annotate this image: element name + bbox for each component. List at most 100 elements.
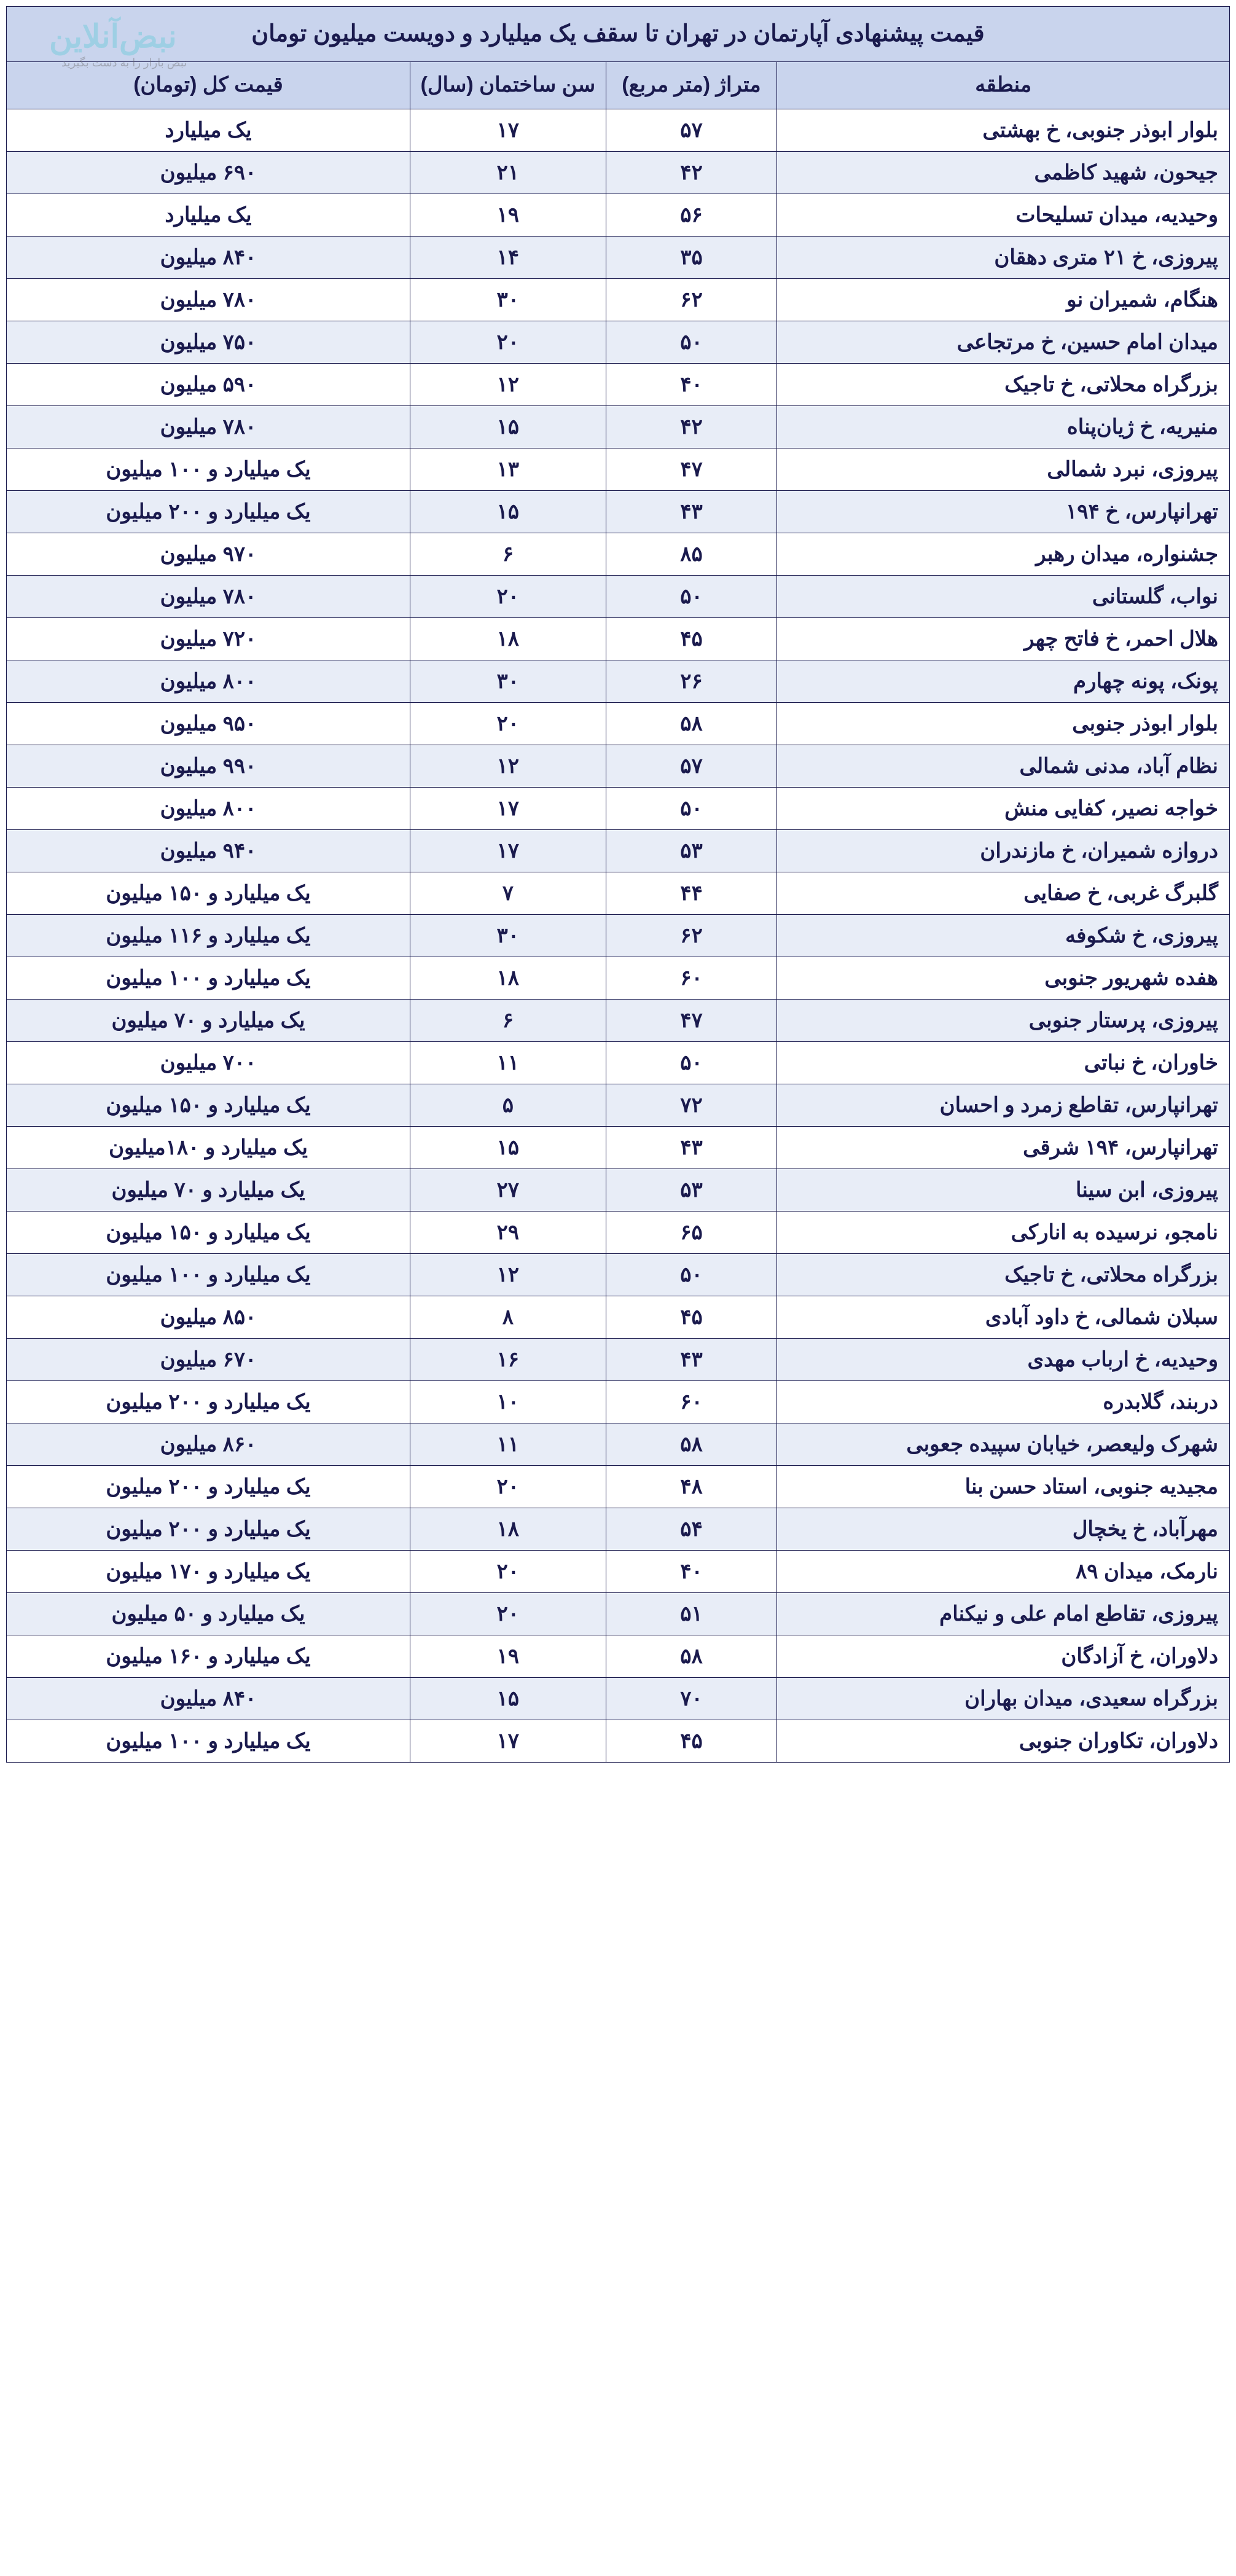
table-row: خواجه نصیر، کفایی منش۵۰۱۷۸۰۰ میلیون — [7, 787, 1230, 829]
cell-price: یک میلیارد و ۱۱۶ میلیون — [7, 914, 410, 957]
cell-price: یک میلیارد و ۲۰۰ میلیون — [7, 490, 410, 533]
cell-price: ۹۵۰ میلیون — [7, 702, 410, 745]
table-row: دلاوران، خ آزادگان۵۸۱۹یک میلیارد و ۱۶۰ م… — [7, 1635, 1230, 1677]
cell-region: مهرآباد، خ یخچال — [777, 1508, 1230, 1550]
cell-region: دلاوران، تکاوران جنوبی — [777, 1720, 1230, 1762]
cell-region: پیروزی، نبرد شمالی — [777, 448, 1230, 490]
cell-area: ۵۸ — [606, 1635, 777, 1677]
cell-price: ۸۴۰ میلیون — [7, 1677, 410, 1720]
cell-age: ۱۸ — [410, 1508, 606, 1550]
cell-age: ۱۷ — [410, 109, 606, 151]
cell-age: ۱۷ — [410, 787, 606, 829]
cell-area: ۶۲ — [606, 278, 777, 321]
cell-area: ۷۰ — [606, 1677, 777, 1720]
cell-price: ۸۰۰ میلیون — [7, 787, 410, 829]
table-row: پونک، پونه چهارم۲۶۳۰۸۰۰ میلیون — [7, 660, 1230, 702]
header-price: قیمت کل (تومان) — [7, 62, 410, 109]
cell-price: یک میلیارد و ۱۰۰ میلیون — [7, 1720, 410, 1762]
cell-age: ۲۷ — [410, 1169, 606, 1211]
table-row: دروازه شمیران، خ مازندران۵۳۱۷۹۴۰ میلیون — [7, 829, 1230, 872]
cell-price: یک میلیارد و ۱۵۰ میلیون — [7, 872, 410, 914]
table-row: بلوار ابوذر جنوبی، خ بهشتی۵۷۱۷یک میلیارد — [7, 109, 1230, 151]
table-row: پیروزی، خ شکوفه۶۲۳۰یک میلیارد و ۱۱۶ میلی… — [7, 914, 1230, 957]
table-row: نارمک، میدان ۸۹۴۰۲۰یک میلیارد و ۱۷۰ میلی… — [7, 1550, 1230, 1592]
cell-price: ۸۴۰ میلیون — [7, 236, 410, 278]
table-row: پیروزی، تقاطع امام علی و نیکنام۵۱۲۰یک می… — [7, 1592, 1230, 1635]
cell-age: ۶ — [410, 533, 606, 575]
cell-area: ۵۰ — [606, 1253, 777, 1296]
table-row: تهرانپارس، خ ۱۹۴۴۳۱۵یک میلیارد و ۲۰۰ میل… — [7, 490, 1230, 533]
cell-price: ۷۵۰ میلیون — [7, 321, 410, 363]
cell-price: یک میلیارد و ۱۰۰ میلیون — [7, 957, 410, 999]
cell-area: ۵۷ — [606, 745, 777, 787]
table-row: جیحون، شهید کاظمی۴۲۲۱۶۹۰ میلیون — [7, 151, 1230, 194]
cell-region: تهرانپارس، تقاطع زمرد و احسان — [777, 1084, 1230, 1126]
cell-area: ۵۷ — [606, 109, 777, 151]
table-row: تهرانپارس، ۱۹۴ شرقی۴۳۱۵یک میلیارد و ۱۸۰م… — [7, 1126, 1230, 1169]
cell-age: ۲۰ — [410, 321, 606, 363]
table-row: منیریه، خ ژیان‌پناه۴۲۱۵۷۸۰ میلیون — [7, 405, 1230, 448]
table-row: پیروزی، ابن سینا۵۳۲۷یک میلیارد و ۷۰ میلی… — [7, 1169, 1230, 1211]
table-row: بزرگراه محلاتی، خ تاجیک۴۰۱۲۵۹۰ میلیون — [7, 363, 1230, 405]
cell-price: ۸۰۰ میلیون — [7, 660, 410, 702]
cell-price: ۷۸۰ میلیون — [7, 278, 410, 321]
cell-region: پیروزی، تقاطع امام علی و نیکنام — [777, 1592, 1230, 1635]
cell-price: ۷۸۰ میلیون — [7, 575, 410, 617]
table-row: جشنواره، میدان رهبر۸۵۶۹۷۰ میلیون — [7, 533, 1230, 575]
cell-price: یک میلیارد و ۱۸۰میلیون — [7, 1126, 410, 1169]
cell-age: ۱۷ — [410, 1720, 606, 1762]
cell-price: یک میلیارد — [7, 194, 410, 236]
cell-area: ۴۲ — [606, 151, 777, 194]
cell-area: ۴۳ — [606, 490, 777, 533]
table-row: دلاوران، تکاوران جنوبی۴۵۱۷یک میلیارد و ۱… — [7, 1720, 1230, 1762]
cell-region: نارمک، میدان ۸۹ — [777, 1550, 1230, 1592]
cell-area: ۳۵ — [606, 236, 777, 278]
cell-age: ۸ — [410, 1296, 606, 1338]
cell-region: جیحون، شهید کاظمی — [777, 151, 1230, 194]
cell-price: یک میلیارد و ۱۵۰ میلیون — [7, 1084, 410, 1126]
cell-age: ۶ — [410, 999, 606, 1041]
table-row: پیروزی، خ ۲۱ متری دهقان۳۵۱۴۸۴۰ میلیون — [7, 236, 1230, 278]
cell-region: نامجو، نرسیده به انارکی — [777, 1211, 1230, 1253]
cell-area: ۵۸ — [606, 1423, 777, 1465]
cell-region: سبلان شمالی، خ داود آبادی — [777, 1296, 1230, 1338]
cell-price: ۶۷۰ میلیون — [7, 1338, 410, 1380]
table-row: خاوران، خ نباتی۵۰۱۱۷۰۰ میلیون — [7, 1041, 1230, 1084]
table-row: گلبرگ غربی، خ صفایی۴۴۷یک میلیارد و ۱۵۰ م… — [7, 872, 1230, 914]
table-row: نواب، گلستانی۵۰۲۰۷۸۰ میلیون — [7, 575, 1230, 617]
cell-region: هفده شهریور جنوبی — [777, 957, 1230, 999]
cell-region: میدان امام حسین، خ مرتجاعی — [777, 321, 1230, 363]
cell-price: ۵۹۰ میلیون — [7, 363, 410, 405]
cell-age: ۲۹ — [410, 1211, 606, 1253]
table-row: میدان امام حسین، خ مرتجاعی۵۰۲۰۷۵۰ میلیون — [7, 321, 1230, 363]
table-row: شهرک ولیعصر، خیابان سپیده جعوبی۵۸۱۱۸۶۰ م… — [7, 1423, 1230, 1465]
cell-age: ۲۰ — [410, 575, 606, 617]
table-row: مهرآباد، خ یخچال۵۴۱۸یک میلیارد و ۲۰۰ میل… — [7, 1508, 1230, 1550]
cell-area: ۲۶ — [606, 660, 777, 702]
cell-region: شهرک ولیعصر، خیابان سپیده جعوبی — [777, 1423, 1230, 1465]
cell-age: ۱۲ — [410, 745, 606, 787]
cell-age: ۷ — [410, 872, 606, 914]
cell-area: ۴۰ — [606, 363, 777, 405]
table-title: قیمت پیشنهادی آپارتمان در تهران تا سقف ی… — [7, 7, 1230, 62]
cell-price: یک میلیارد و ۷۰ میلیون — [7, 999, 410, 1041]
table-row: پیروزی، نبرد شمالی۴۷۱۳یک میلیارد و ۱۰۰ م… — [7, 448, 1230, 490]
table-body: بلوار ابوذر جنوبی، خ بهشتی۵۷۱۷یک میلیارد… — [7, 109, 1230, 1762]
cell-region: بزرگراه محلاتی، خ تاجیک — [777, 363, 1230, 405]
cell-region: بلوار ابوذر جنوبی — [777, 702, 1230, 745]
cell-area: ۵۱ — [606, 1592, 777, 1635]
cell-area: ۵۰ — [606, 575, 777, 617]
cell-area: ۵۶ — [606, 194, 777, 236]
cell-region: هنگام، شمیران نو — [777, 278, 1230, 321]
table-row: هلال احمر، خ فاتح چهر۴۵۱۸۷۲۰ میلیون — [7, 617, 1230, 660]
cell-price: ۷۲۰ میلیون — [7, 617, 410, 660]
cell-region: وحیدیه، میدان تسلیحات — [777, 194, 1230, 236]
cell-region: بلوار ابوذر جنوبی، خ بهشتی — [777, 109, 1230, 151]
cell-area: ۵۳ — [606, 829, 777, 872]
cell-area: ۷۲ — [606, 1084, 777, 1126]
cell-age: ۵ — [410, 1084, 606, 1126]
cell-price: ۶۹۰ میلیون — [7, 151, 410, 194]
cell-region: پیروزی، خ شکوفه — [777, 914, 1230, 957]
cell-age: ۲۱ — [410, 151, 606, 194]
cell-age: ۱۱ — [410, 1423, 606, 1465]
